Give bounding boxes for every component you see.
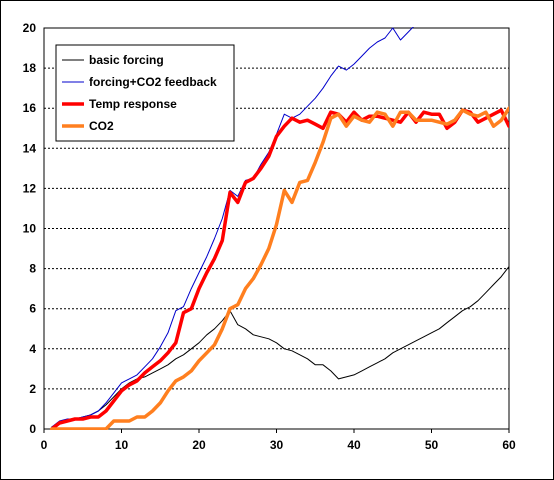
y-tick-label: 20	[23, 21, 37, 35]
series-line-0	[51, 266, 509, 428]
y-tick-label: 4	[29, 342, 36, 356]
y-tick-label: 2	[29, 382, 36, 396]
x-tick-label: 40	[347, 438, 361, 452]
y-tick-label: 8	[29, 262, 36, 276]
series-lines	[50, 27, 509, 430]
x-tick-label: 20	[192, 438, 206, 452]
legend-label-2: Temp response	[89, 97, 177, 111]
legend-label-3: CO2	[89, 119, 114, 133]
y-tick-label: 14	[23, 141, 37, 155]
y-tick-label: 6	[29, 302, 36, 316]
y-tick-label: 12	[23, 181, 37, 195]
x-tick-label: 10	[115, 438, 129, 452]
plot-area-border	[43, 27, 510, 430]
legend: basic forcing forcing+CO2 feedback Temp re…	[55, 44, 235, 142]
x-tick-label: 50	[425, 438, 439, 452]
legend-label-1: forcing+CO2 feedback	[89, 75, 217, 89]
y-tick-label: 0	[29, 422, 36, 436]
x-tick-label: 60	[502, 438, 516, 452]
y-tick-label: 16	[23, 101, 37, 115]
y-tick-label: 18	[23, 61, 37, 75]
x-tick-label: 30	[270, 438, 284, 452]
legend-box	[55, 44, 235, 142]
tick-labels: 0 2 4 6 8 10 12 14 16 18 20 0 10 20 30 40 50 60	[23, 21, 516, 452]
series-line-1	[51, 27, 414, 428]
axes	[43, 27, 510, 433]
series-line-3	[50, 106, 509, 430]
legend-label-0: basic forcing	[89, 53, 164, 67]
y-tick-label: 10	[23, 222, 37, 236]
series-line-2	[50, 108, 509, 430]
x-tick-label: 0	[41, 438, 48, 452]
